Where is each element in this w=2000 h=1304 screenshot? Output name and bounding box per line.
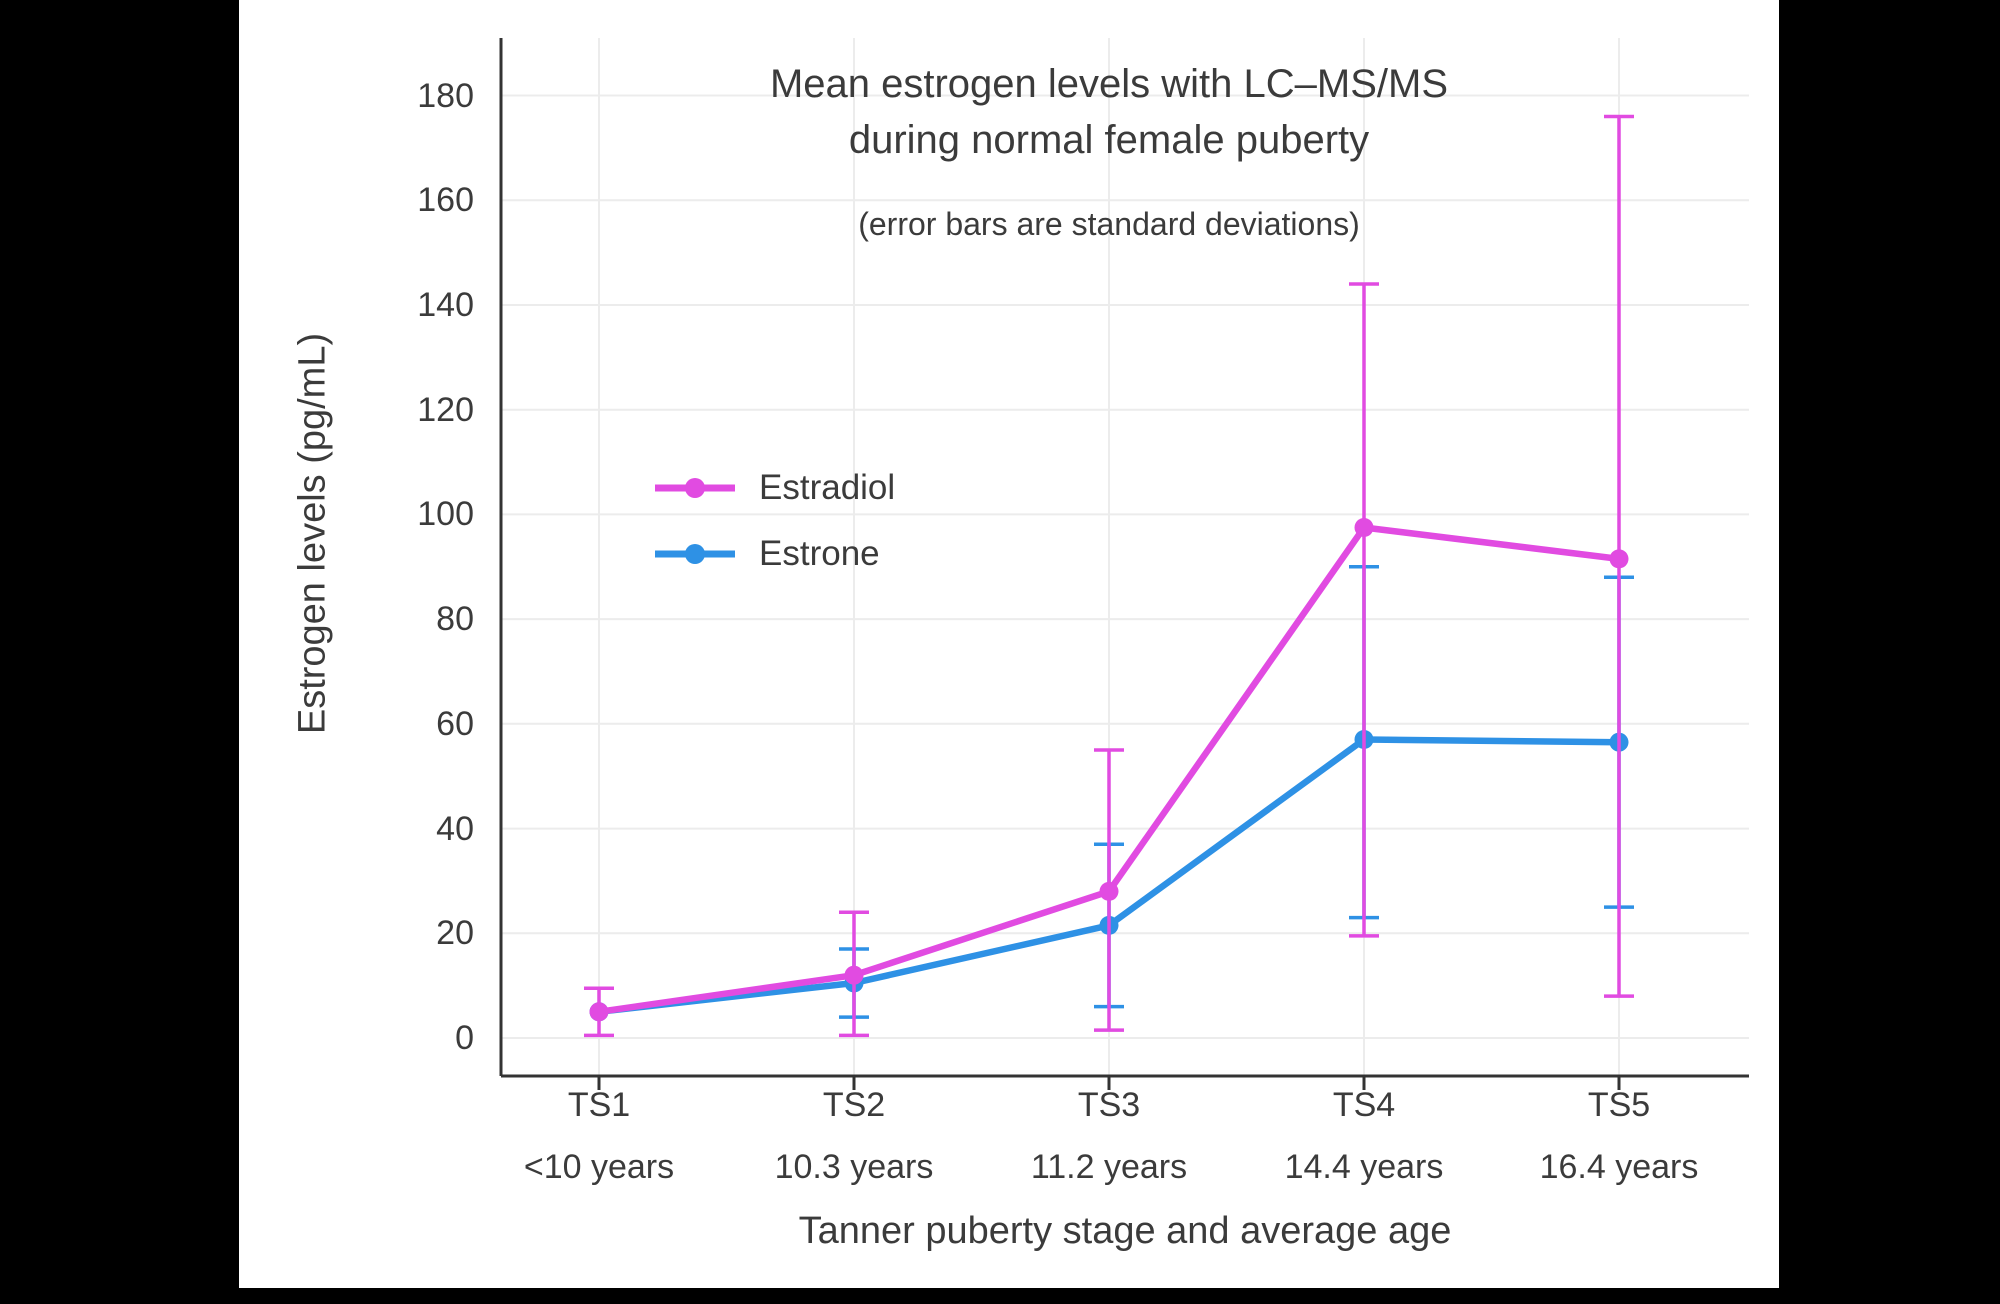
legend-item-estradiol: Estradiol <box>653 455 895 521</box>
legend-label-estradiol: Estradiol <box>759 468 896 507</box>
chart-title-line2: during normal female puberty <box>848 118 1370 162</box>
x-tick-label-ts2: TS2 <box>822 1086 886 1124</box>
x-axis-title: Tanner puberty stage and average age <box>798 1210 1452 1252</box>
y-tick-label: 40 <box>436 810 474 848</box>
x-tick-label-ts5: TS5 <box>1587 1086 1651 1124</box>
plot-area <box>499 38 1749 1090</box>
x-age-label-ts4: 14.4 years <box>1284 1148 1444 1186</box>
y-tick-label: 0 <box>455 1019 474 1057</box>
x-age-label-ts3: 11.2 years <box>1030 1148 1188 1186</box>
y-axis-title: Estrogen levels (pg/mL) <box>291 332 334 735</box>
x-age-label-ts1: <10 years <box>523 1148 675 1186</box>
y-tick-label: 60 <box>436 705 474 743</box>
y-tick-label: 160 <box>417 181 474 219</box>
y-tick-label: 80 <box>436 600 474 638</box>
chart-panel: Mean estrogen levels with LC–MS/MS durin… <box>239 0 1779 1288</box>
y-tick-label: 140 <box>417 286 474 324</box>
x-tick-label-ts1: TS1 <box>567 1086 631 1124</box>
legend: Estradiol Estrone <box>653 455 895 587</box>
x-age-label-ts5: 16.4 years <box>1539 1148 1699 1186</box>
y-tick-label: 180 <box>417 77 474 115</box>
y-tick-label: 100 <box>417 495 474 533</box>
estrone-line-icon <box>655 544 735 564</box>
chart-subtitle: (error bars are standard deviations) <box>858 206 1360 242</box>
legend-item-estrone: Estrone <box>653 521 895 587</box>
x-age-label-ts2: 10.3 years <box>774 1148 934 1186</box>
x-tick-label-ts3: TS3 <box>1077 1086 1141 1124</box>
y-tick-label: 120 <box>417 391 474 429</box>
estradiol-line-icon <box>655 478 735 498</box>
y-tick-label: 20 <box>436 914 474 952</box>
chart-title: Mean estrogen levels with LC–MS/MS <box>769 62 1449 106</box>
legend-label-estrone: Estrone <box>759 534 880 573</box>
x-tick-label-ts4: TS4 <box>1332 1086 1396 1124</box>
